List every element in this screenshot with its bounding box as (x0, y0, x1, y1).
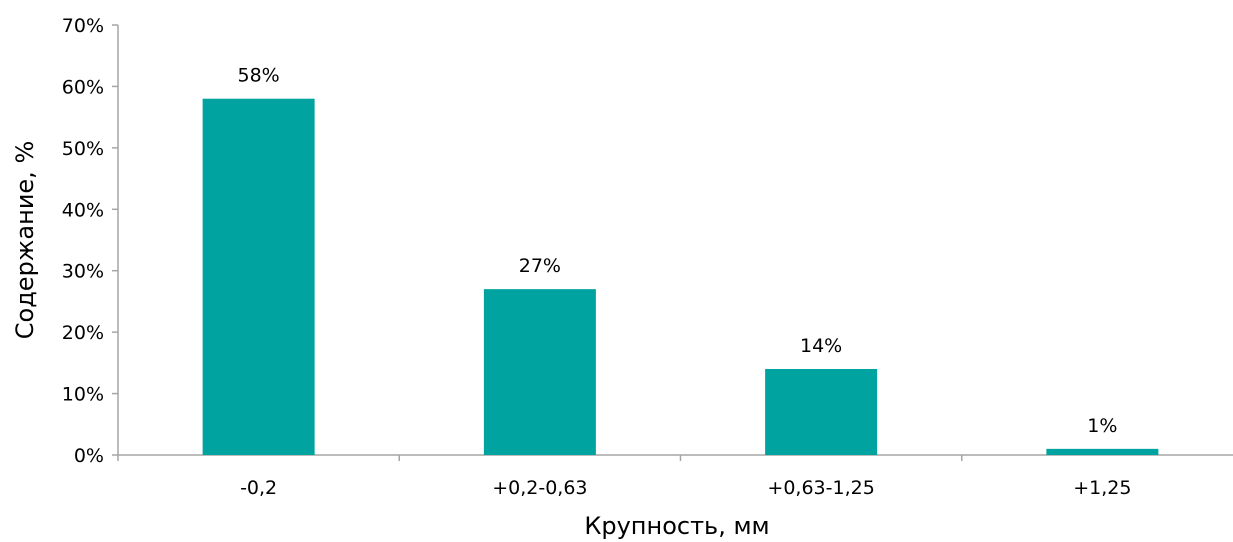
x-axis-ticks: -0,2 +0,2-0,63 +0,63-1,25 +1,25 (117, 455, 1131, 499)
data-labels: 58% 27% 14% 1% (238, 65, 1118, 437)
x-tick-label: -0,2 (240, 477, 277, 499)
x-axis-title: Крупность, мм (584, 512, 769, 540)
bar (483, 289, 596, 455)
y-tick-label: 30% (62, 261, 104, 283)
y-tick-label: 20% (62, 322, 104, 344)
bar (765, 369, 878, 455)
y-tick-label: 50% (62, 138, 104, 160)
y-axis-title: Содержание, % (11, 141, 39, 339)
bar-value-label: 14% (800, 335, 842, 357)
y-tick-label: 0% (74, 445, 104, 467)
bar-value-label: 58% (238, 65, 280, 87)
y-tick-label: 40% (62, 199, 104, 221)
x-tick-label: +1,25 (1073, 477, 1131, 499)
x-tick-label: +0,63-1,25 (767, 477, 874, 499)
x-tick-label: +0,2-0,63 (492, 477, 587, 499)
y-tick-label: 70% (62, 15, 104, 37)
bars (202, 98, 1159, 455)
bar-value-label: 1% (1087, 415, 1117, 437)
y-tick-label: 10% (62, 384, 104, 406)
y-axis-ticks: 0% 10% 20% 30% 40% 50% 60% 70% (62, 15, 118, 467)
bar-value-label: 27% (519, 255, 561, 277)
bar (202, 98, 315, 455)
y-tick-label: 60% (62, 76, 104, 98)
bar (1046, 448, 1159, 455)
